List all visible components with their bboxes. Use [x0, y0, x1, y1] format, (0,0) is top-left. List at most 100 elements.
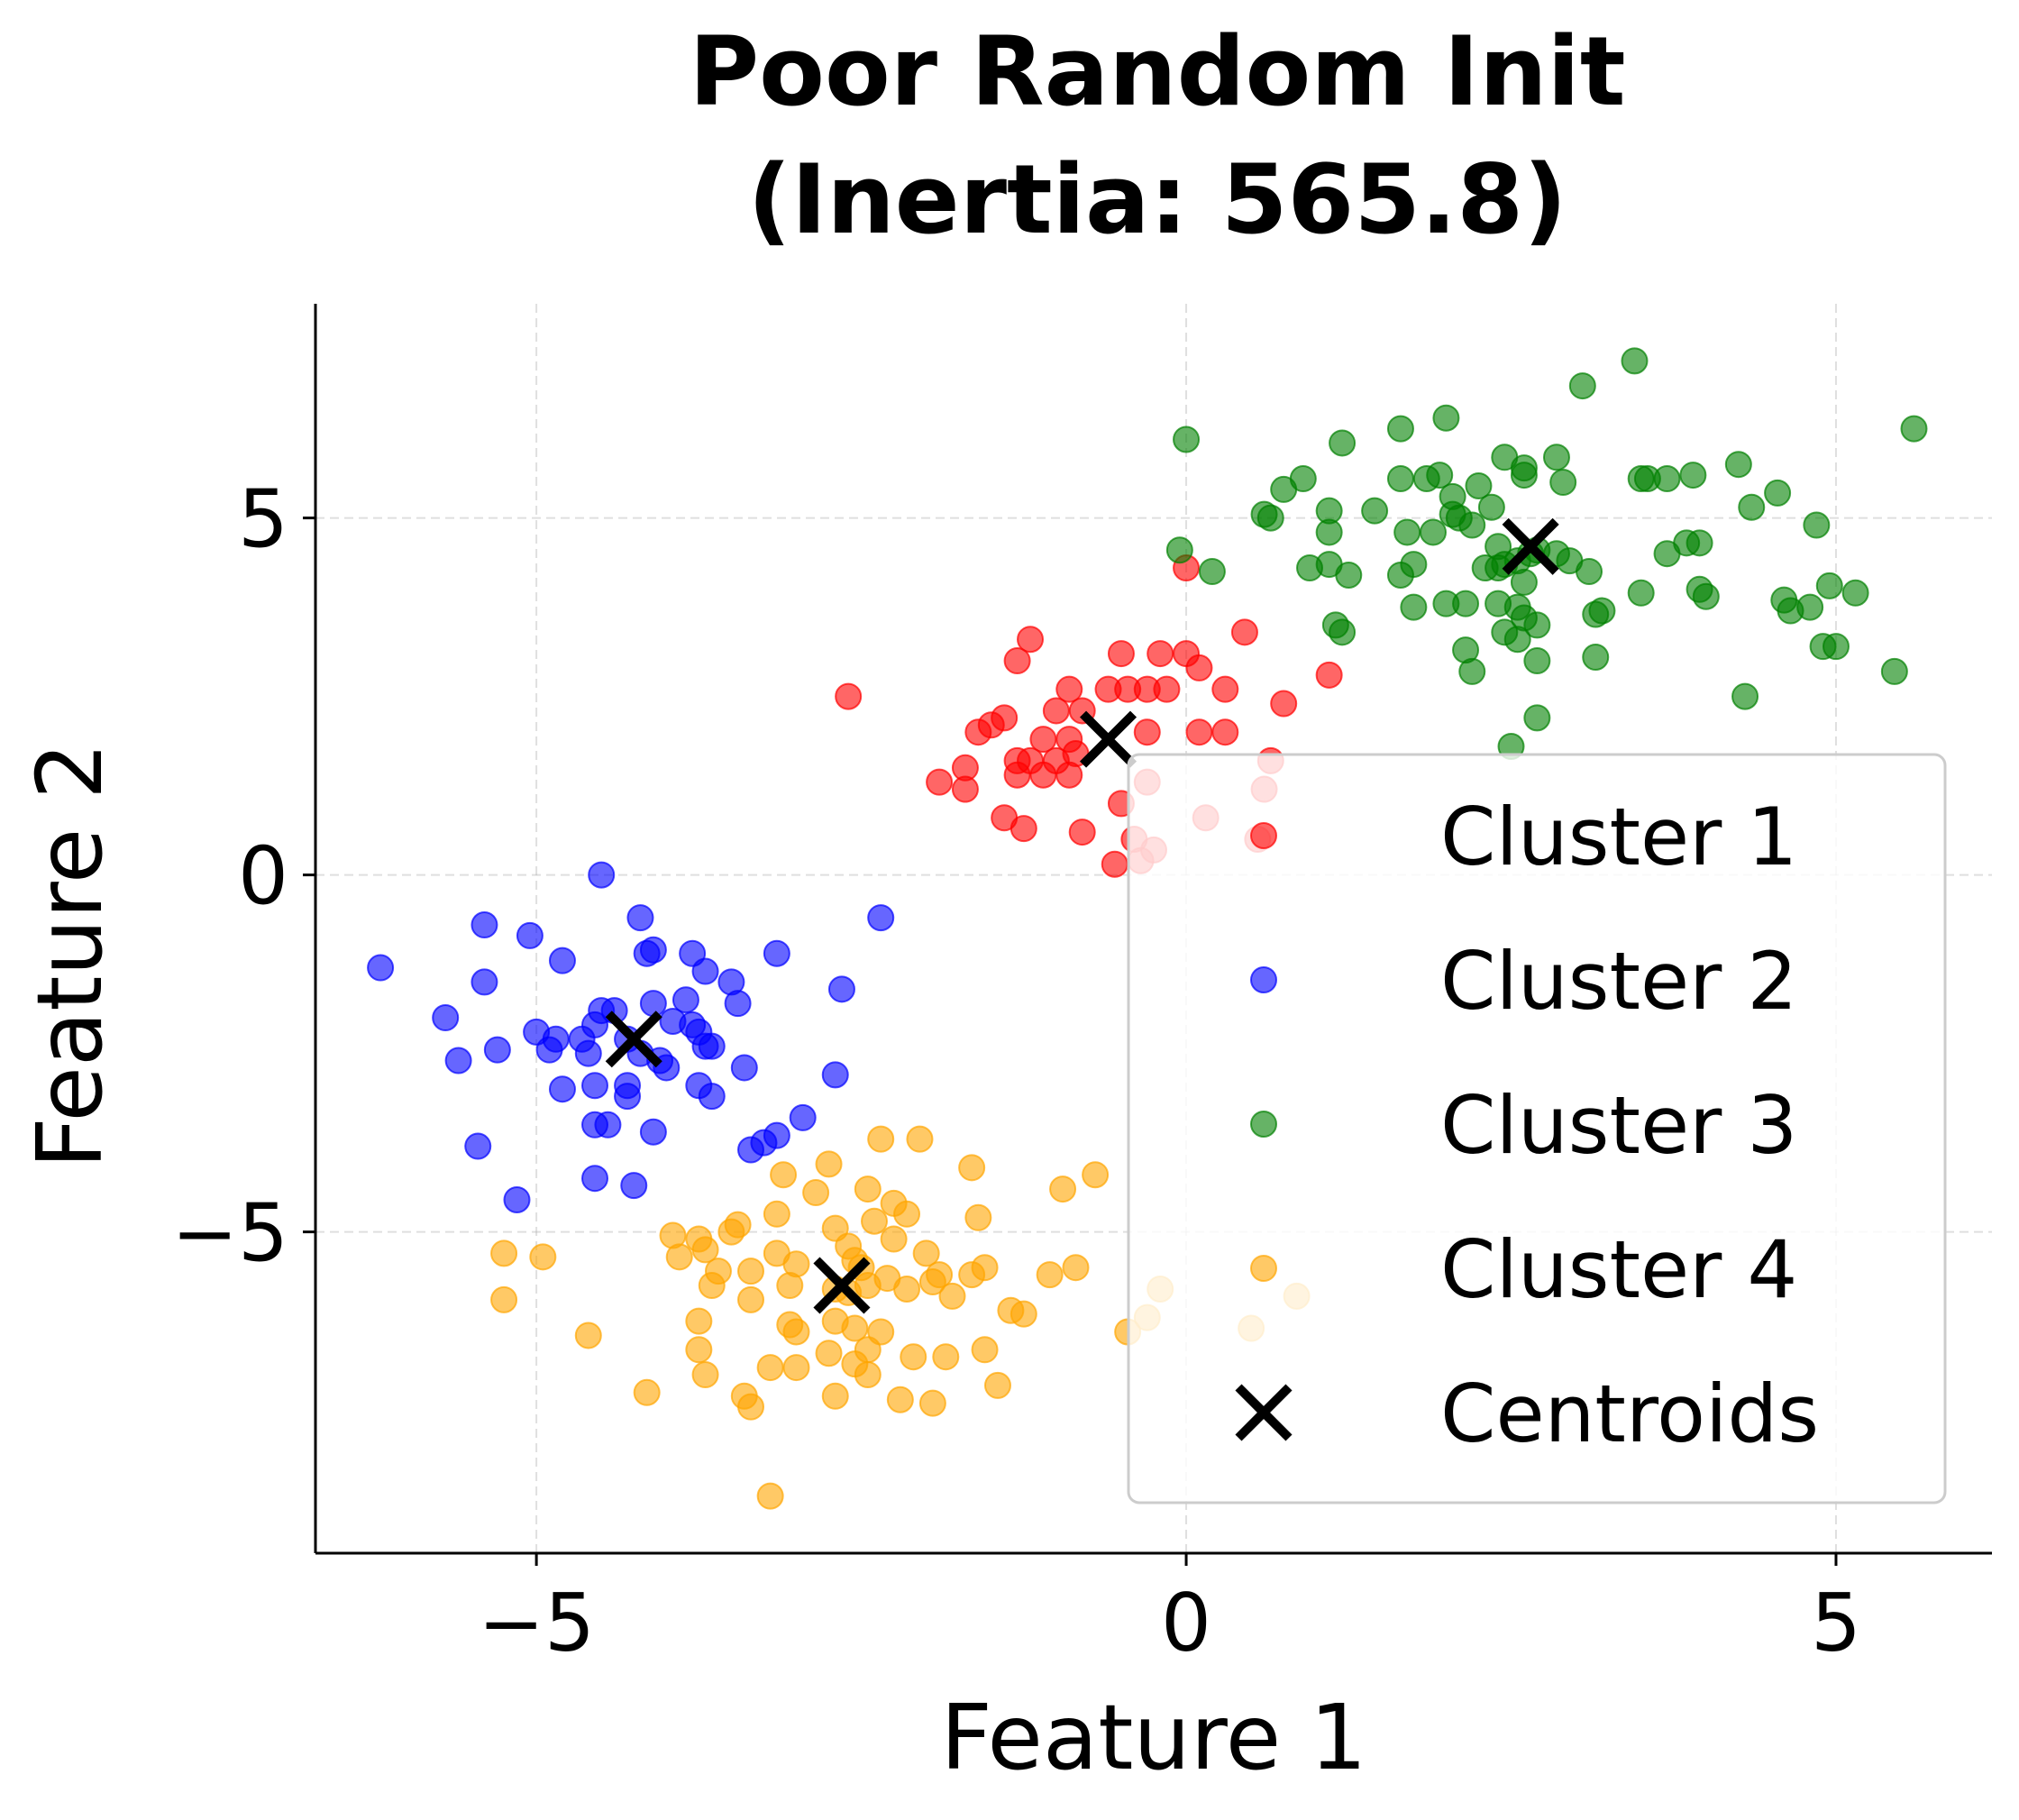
legend-label: Cluster 3 [1440, 1079, 1797, 1172]
data-point [821, 1382, 849, 1410]
data-point [1764, 479, 1792, 507]
data-point [574, 1039, 602, 1067]
y-axis-label: Feature 2 [17, 742, 123, 1168]
data-point [1465, 471, 1493, 499]
data-point [1420, 518, 1447, 546]
data-point [1107, 640, 1135, 668]
data-point [548, 1075, 576, 1103]
data-point [1315, 661, 1343, 689]
data-point [1692, 582, 1720, 610]
data-point [1198, 558, 1226, 585]
data-point [1185, 718, 1213, 746]
data-point [1153, 675, 1181, 703]
data-point [854, 1336, 882, 1364]
data-point [900, 1343, 927, 1371]
data-point [737, 1285, 765, 1313]
data-point [1003, 761, 1031, 789]
data-point [1452, 590, 1480, 617]
data-point [639, 936, 667, 964]
data-point [906, 1125, 934, 1153]
data-point [964, 1203, 992, 1231]
centroid-marker [813, 1257, 871, 1314]
data-point [432, 1004, 460, 1031]
data-point [1510, 454, 1538, 482]
data-point [1361, 497, 1389, 525]
data-point [639, 1118, 667, 1146]
data-point [1576, 558, 1603, 585]
data-point [614, 1083, 642, 1111]
data-point [1329, 429, 1357, 457]
data-point [1393, 518, 1421, 546]
data-point [893, 1200, 921, 1228]
data-point [1523, 704, 1551, 732]
legend-marker [1250, 1255, 1277, 1282]
data-point [1211, 718, 1239, 746]
data-point [1062, 1254, 1090, 1282]
data-point [1627, 579, 1655, 607]
data-point [789, 1103, 817, 1131]
data-point [685, 1307, 713, 1335]
data-point [1549, 469, 1577, 496]
data-point [827, 975, 855, 1003]
data-point [1055, 675, 1083, 703]
data-point [861, 1207, 888, 1235]
data-point [698, 1272, 726, 1299]
data-point [1082, 1161, 1110, 1189]
data-point [691, 957, 719, 985]
data-point [867, 904, 895, 932]
data-point [1724, 451, 1752, 479]
legend-box [1127, 753, 1947, 1504]
data-point [763, 1121, 790, 1149]
data-point [1068, 819, 1096, 846]
data-point [1055, 761, 1083, 789]
data-point [1010, 1300, 1037, 1328]
data-point [867, 1125, 895, 1153]
x-tick-label: 5 [1811, 1577, 1861, 1669]
data-point [516, 921, 544, 949]
data-point [983, 1371, 1011, 1399]
data-point [698, 1032, 726, 1060]
data-point [691, 1361, 719, 1388]
data-point [490, 1285, 518, 1313]
data-point [854, 1361, 882, 1388]
data-point [594, 1111, 622, 1139]
data-point [1568, 372, 1596, 400]
data-point [782, 1354, 810, 1382]
data-point [1017, 626, 1045, 654]
data-point [367, 954, 395, 982]
data-point [964, 718, 992, 746]
data-point [503, 1185, 531, 1213]
data-point [815, 1150, 843, 1178]
legend-label: Centroids [1440, 1367, 1819, 1460]
data-point [971, 1254, 999, 1282]
legend-marker [1250, 966, 1277, 993]
x-tick-label: −5 [478, 1577, 595, 1669]
data-point [918, 1389, 946, 1417]
data-point [770, 1161, 798, 1189]
data-point [1432, 404, 1460, 432]
data-point [1165, 536, 1193, 564]
data-point [1003, 647, 1031, 674]
data-point [1458, 511, 1486, 539]
data-point [1503, 626, 1531, 654]
data-point [1256, 504, 1284, 532]
data-point [1542, 444, 1570, 471]
data-point [639, 990, 667, 1018]
data-point [782, 1318, 810, 1346]
centroid-marker [1502, 517, 1559, 575]
data-point [756, 1482, 784, 1510]
data-point [756, 1354, 784, 1382]
data-point [1841, 579, 1869, 607]
data-point [1133, 718, 1161, 746]
data-point [665, 1243, 693, 1271]
data-point [717, 1218, 745, 1246]
data-point [1523, 647, 1551, 674]
data-point [763, 1200, 790, 1228]
data-point [815, 1340, 843, 1367]
data-point [737, 1258, 765, 1285]
centroid-marker [605, 1011, 662, 1068]
legend-label: Cluster 2 [1440, 935, 1797, 1028]
data-points [367, 347, 1928, 1510]
chart-title-line-1: Poor Random Init [689, 16, 1625, 127]
data-point [1329, 618, 1357, 646]
